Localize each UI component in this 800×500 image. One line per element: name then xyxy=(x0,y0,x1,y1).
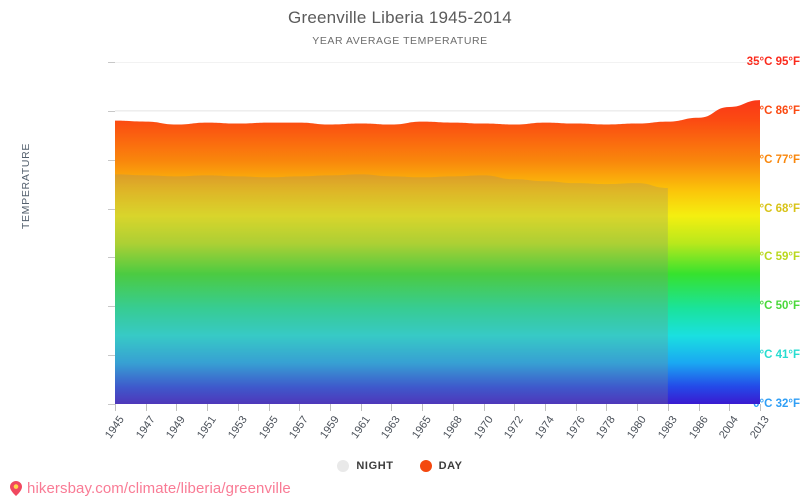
day-area xyxy=(115,100,760,404)
y-axis-tick xyxy=(108,306,115,308)
x-axis-tick xyxy=(330,404,331,411)
chart-legend: NIGHT DAY xyxy=(0,460,800,472)
circle-icon xyxy=(419,460,432,472)
plot-area xyxy=(115,62,760,404)
x-axis-tick xyxy=(760,404,761,411)
map-pin-icon xyxy=(10,481,22,496)
x-axis-tick xyxy=(545,404,546,411)
circle-icon xyxy=(337,460,350,472)
legend-label: DAY xyxy=(438,460,463,472)
legend-label: NIGHT xyxy=(356,460,394,472)
x-axis-label: 1974 xyxy=(532,414,557,441)
x-axis-tick xyxy=(360,404,362,411)
y-axis-label: 30°C 86°F xyxy=(746,104,800,117)
footer-watermark[interactable]: hikersbay.com/climate/liberia/greenville xyxy=(10,480,291,497)
x-axis-tick xyxy=(452,404,454,411)
x-axis-tick xyxy=(729,404,731,411)
y-axis-tick xyxy=(108,404,115,405)
x-axis-tick xyxy=(115,404,116,411)
y-axis-title: TEMPERATURE xyxy=(20,142,32,230)
x-axis-tick xyxy=(207,404,209,411)
x-axis-tick xyxy=(176,404,178,411)
x-axis-label: 1980 xyxy=(625,414,649,441)
x-axis-tick xyxy=(698,404,700,411)
chart-subtitle: YEAR AVERAGE TEMPERATURE xyxy=(312,35,488,47)
y-axis-tick xyxy=(108,208,115,210)
page-title: Greenville Liberia 1945-2014 xyxy=(288,8,512,27)
x-axis-tick xyxy=(514,404,516,411)
x-axis-label: 1968 xyxy=(440,414,465,441)
x-axis-label: 2004 xyxy=(717,414,742,441)
x-axis-tick xyxy=(575,404,577,411)
y-axis-label: 20°C 68°F xyxy=(746,202,800,215)
y-axis-tick xyxy=(108,355,115,357)
y-axis-tick xyxy=(108,110,115,112)
x-axis-label: 1983 xyxy=(655,414,680,441)
x-axis-label: 1972 xyxy=(502,414,527,441)
y-axis-label: 10°C 50°F xyxy=(746,300,800,313)
x-axis-label: 2013 xyxy=(747,414,772,441)
x-axis-tick xyxy=(299,404,301,411)
x-axis-tick xyxy=(637,404,639,411)
plot-svg xyxy=(115,62,760,404)
footer-url[interactable]: hikersbay.com/climate/liberia/greenville xyxy=(27,480,291,497)
y-axis-label: 35°C 95°F xyxy=(746,56,800,68)
legend-item-day[interactable]: DAY xyxy=(419,460,463,472)
x-axis-tick xyxy=(606,404,608,411)
y-axis-label: 25°C 77°F xyxy=(746,153,800,166)
x-axis-label: 1963 xyxy=(379,414,404,441)
y-axis-label: 15°C 59°F xyxy=(746,251,800,264)
x-axis-tick xyxy=(483,404,485,411)
x-axis-label: 1978 xyxy=(594,414,619,441)
y-axis-tick xyxy=(108,257,115,259)
x-axis-label: 1965 xyxy=(410,414,434,441)
x-axis-tick xyxy=(422,404,424,411)
x-axis-tick xyxy=(268,404,270,411)
y-axis-tick xyxy=(108,62,115,63)
y-axis-label: 0°C 32°F xyxy=(753,398,800,410)
legend-item-night[interactable]: NIGHT xyxy=(337,460,393,472)
night-area xyxy=(115,174,668,404)
x-axis-tick xyxy=(391,404,393,411)
x-axis-tick xyxy=(237,404,239,411)
x-axis-tick xyxy=(667,404,669,411)
y-axis-tick xyxy=(108,159,115,161)
x-axis-tick xyxy=(145,404,147,411)
y-axis-label: 5°C 41°F xyxy=(753,349,800,362)
